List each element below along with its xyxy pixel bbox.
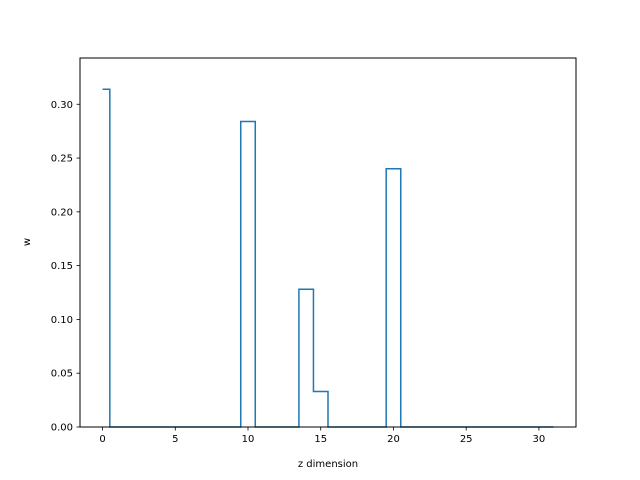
y-axis-label: w: [22, 238, 33, 246]
x-axis-label: z dimension: [298, 459, 358, 470]
x-tick-label: 25: [460, 434, 473, 445]
y-tick-label: 0.00: [51, 423, 73, 434]
y-tick-label: 0.20: [51, 207, 73, 218]
y-tick-label: 0.05: [51, 369, 73, 380]
y-tick-label: 0.25: [51, 154, 73, 165]
x-ticks: 0 5 10 15 20 25 30: [99, 427, 545, 445]
y-ticks: 0.00 0.05 0.10 0.15 0.20 0.25 0.30: [51, 100, 80, 434]
y-tick-label: 0.10: [51, 315, 73, 326]
x-tick-label: 5: [172, 434, 178, 445]
y-tick-label: 0.30: [51, 100, 73, 111]
axes-frame: [79, 57, 577, 428]
x-tick-label: 15: [314, 434, 327, 445]
x-tick-label: 20: [387, 434, 400, 445]
x-tick-label: 10: [242, 434, 255, 445]
y-tick-label: 0.15: [51, 261, 73, 272]
x-tick-label: 30: [533, 434, 546, 445]
x-tick-label: 0: [99, 434, 105, 445]
